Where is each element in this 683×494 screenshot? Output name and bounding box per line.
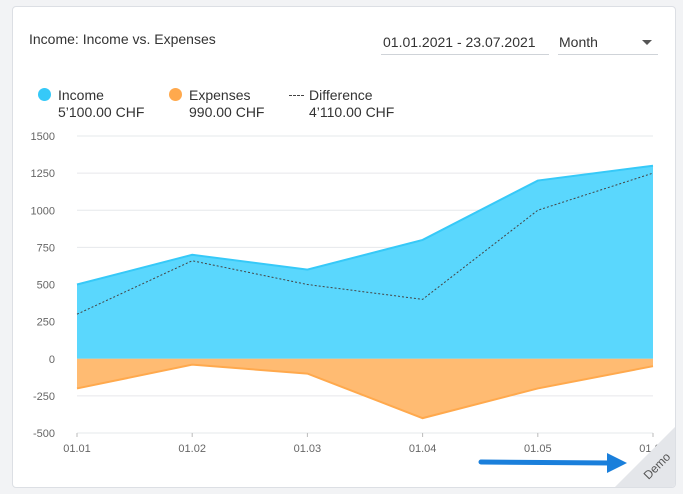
y-tick-label: 1250 <box>31 168 55 180</box>
y-tick-label: -500 <box>33 428 55 440</box>
expenses-area <box>77 358 653 419</box>
income-expenses-widget: Income: Income vs. Expenses 01.01.2021 -… <box>12 6 676 488</box>
y-tick-label: 500 <box>37 280 55 292</box>
period-select[interactable]: Month <box>558 33 658 55</box>
y-tick-label: -250 <box>33 391 55 403</box>
difference-dashed-line-icon <box>289 95 304 96</box>
x-tick-label: 01.04 <box>409 443 437 455</box>
expenses-line <box>76 363 654 420</box>
difference-line <box>76 172 654 315</box>
legend-label: Expenses <box>189 87 251 103</box>
expenses-dot-icon <box>169 88 182 101</box>
period-select-value: Month <box>559 34 598 50</box>
x-tick-label: 01.05 <box>524 443 552 455</box>
x-tick-label: 01.02 <box>178 443 206 455</box>
legend-label: Income <box>58 87 104 103</box>
y-tick-label: 0 <box>49 354 55 366</box>
chevron-down-icon <box>642 40 652 45</box>
annotation-arrow-head <box>607 453 627 473</box>
income-line <box>76 164 654 286</box>
legend-label: Difference <box>309 87 373 103</box>
y-tick-label: 250 <box>37 317 55 329</box>
y-tick-label: 1000 <box>31 205 55 217</box>
date-range-input[interactable]: 01.01.2021 - 23.07.2021 <box>381 33 549 55</box>
y-tick-label: 750 <box>37 242 55 254</box>
legend-value: 4’110.00 CHF <box>309 104 395 120</box>
x-tick-label: 01.03 <box>294 443 322 455</box>
x-tick-label: 01.01 <box>63 443 91 455</box>
legend-value: 5’100.00 CHF <box>58 104 145 120</box>
widget-title: Income: Income vs. Expenses <box>29 31 216 47</box>
area-chart: 1500 1250 1000 750 500 250 0 -250 -500 01.01 01.02… <box>31 131 667 473</box>
income-area <box>77 165 653 359</box>
annotation-arrow-shaft <box>478 459 614 466</box>
y-tick-label: 1500 <box>31 131 55 143</box>
legend-value: 990.00 CHF <box>189 104 265 120</box>
income-dot-icon <box>38 88 51 101</box>
